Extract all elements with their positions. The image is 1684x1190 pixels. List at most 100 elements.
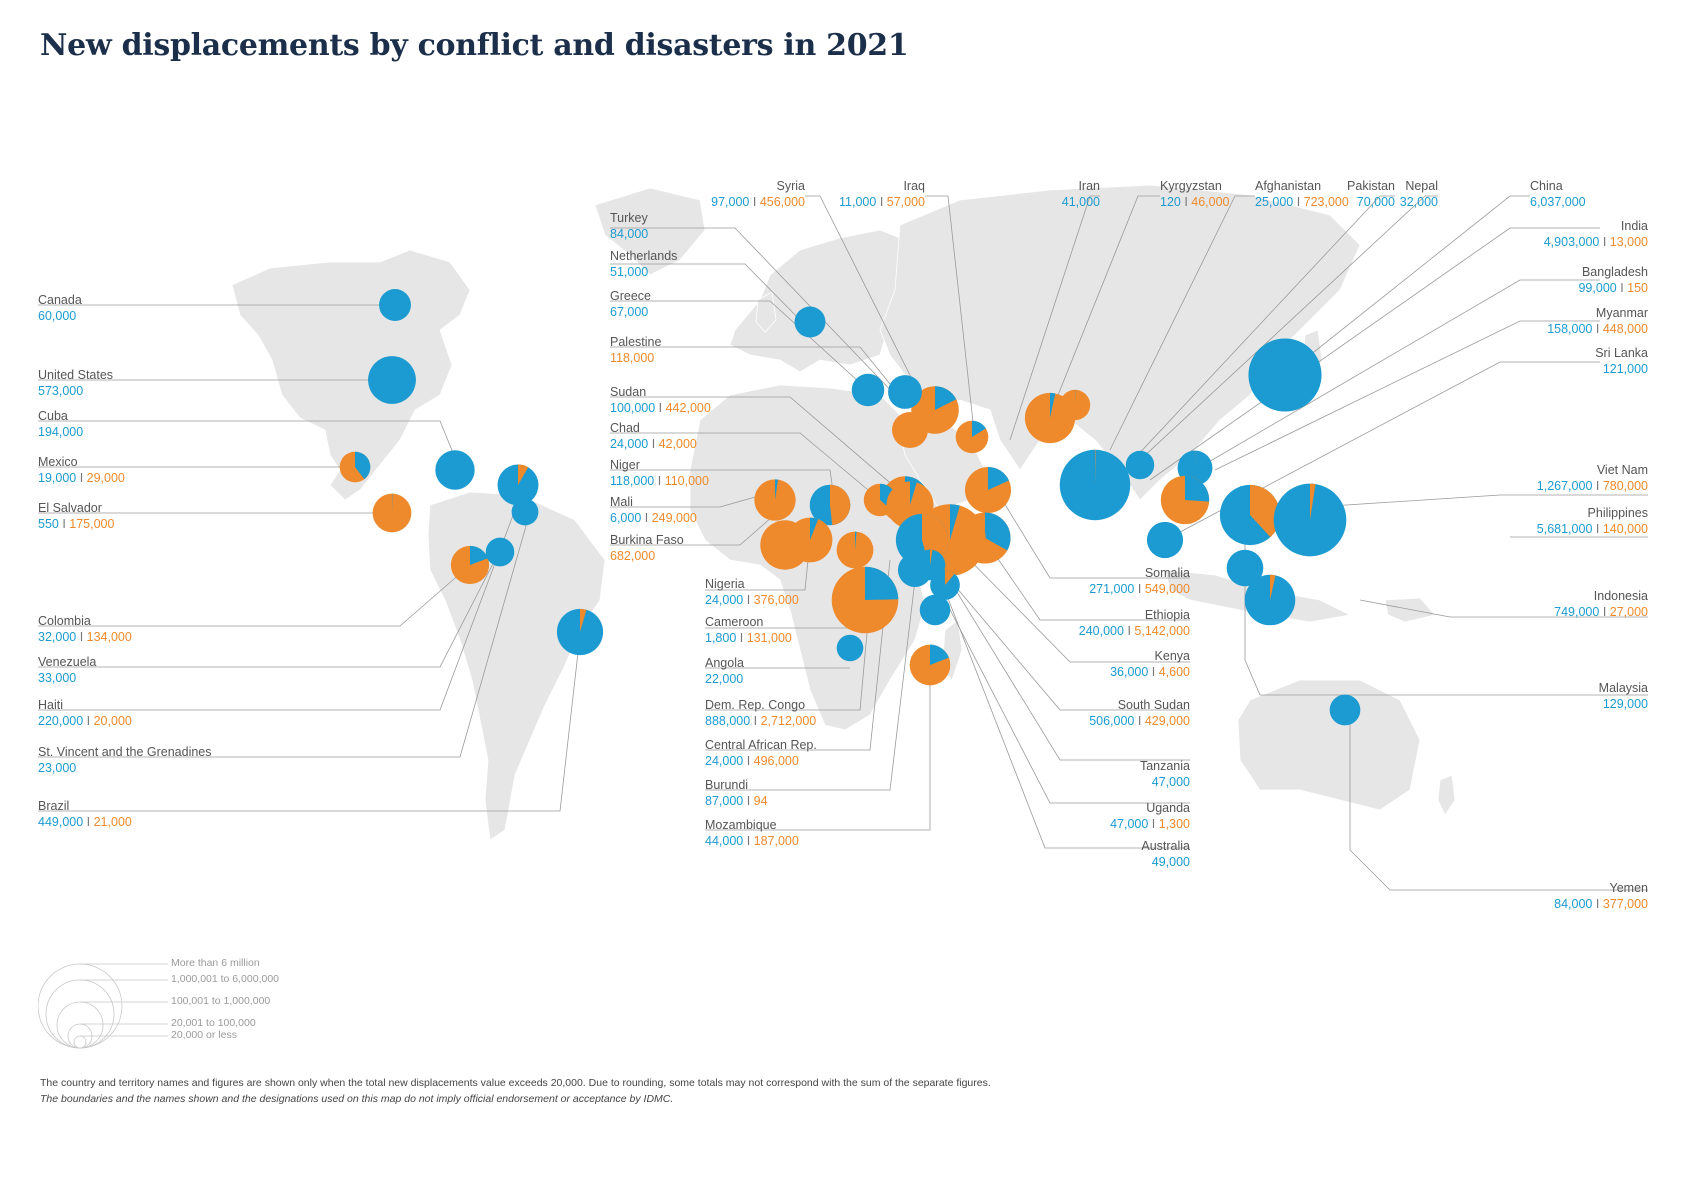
bubble-malaysia xyxy=(1226,549,1264,587)
bubble-myanmar xyxy=(1160,475,1210,525)
conflict-value: 41,000 xyxy=(1061,195,1100,209)
leader-south-sudan xyxy=(924,539,1190,761)
label-united-states: United States 573,000 xyxy=(38,367,113,399)
value-separator: I xyxy=(749,195,760,209)
displacement-values: 51,000 xyxy=(610,264,677,280)
displacement-values: 22,000 xyxy=(705,671,744,687)
leader-mozambique xyxy=(705,670,931,831)
australia-land xyxy=(1237,679,1421,811)
country-name: Haiti xyxy=(38,698,64,712)
bubble-slice xyxy=(1095,449,1096,485)
disaster-value: 46,000 xyxy=(1191,195,1230,209)
country-name: Tanzania xyxy=(1139,759,1190,773)
bubble-slice xyxy=(988,466,1009,490)
leader-drc xyxy=(705,599,871,711)
disaster-value: 20,000 xyxy=(93,714,132,728)
bubble-nepal xyxy=(1125,450,1155,480)
bubble-base xyxy=(1146,521,1184,559)
displacement-values: 44,000 I 187,000 xyxy=(705,833,799,849)
country-name: Malaysia xyxy=(1598,681,1648,695)
leader-iran xyxy=(1009,195,1100,441)
label-myanmar: Myanmar 158,000 I 448,000 xyxy=(1547,305,1648,337)
disaster-value: 150 xyxy=(1627,281,1648,295)
value-separator: I xyxy=(1599,605,1610,619)
label-nigeria: Nigeria 24,000 I 376,000 xyxy=(705,576,799,608)
displacement-values: 60,000 xyxy=(38,308,82,324)
value-separator: I xyxy=(736,631,747,645)
country-name: St. Vincent and the Grenadines xyxy=(38,745,212,759)
displacement-values: 11,000 I 57,000 xyxy=(839,194,925,210)
value-separator: I xyxy=(1592,522,1603,536)
displacement-values: 99,000 I 150 xyxy=(1578,280,1648,296)
conflict-value: 84,000 xyxy=(610,227,649,241)
leader-turkey xyxy=(610,227,901,401)
disaster-value: 29,000 xyxy=(86,471,125,485)
label-brazil: Brazil 449,000 I 21,000 xyxy=(38,798,132,830)
conflict-value: 220,000 xyxy=(38,714,84,728)
legend-label-over-6m: More than 6 million xyxy=(171,957,260,969)
conflict-value: 24,000 xyxy=(705,593,744,607)
displacement-values: 1,267,000 I 780,000 xyxy=(1537,478,1648,494)
label-angola: Angola 22,000 xyxy=(705,655,744,687)
conflict-value: 97,000 xyxy=(711,195,750,209)
conflict-value: 36,000 xyxy=(1110,665,1149,679)
disaster-value: 682,000 xyxy=(610,549,656,563)
disaster-value: 57,000 xyxy=(886,195,925,209)
country-name: Sri Lanka xyxy=(1595,346,1648,360)
displacement-values: 120 I 46,000 xyxy=(1160,194,1230,210)
country-name: Cameroon xyxy=(705,615,764,629)
leader-ethiopia xyxy=(949,539,1190,663)
legend-circle-100k-1m xyxy=(56,1001,104,1049)
africa-land xyxy=(689,384,961,731)
displacement-values: 24,000 I 376,000 xyxy=(705,592,799,608)
label-venezuela: Venezuela 33,000 xyxy=(38,654,96,686)
bubble-base xyxy=(511,498,539,526)
value-separator: I xyxy=(1148,665,1159,679)
label-canada: Canada 60,000 xyxy=(38,292,82,324)
displacement-values: 97,000 I 456,000 xyxy=(711,194,805,210)
displacement-values: 87,000 I 94 xyxy=(705,793,768,809)
country-name: Mali xyxy=(610,495,633,509)
leader-lines xyxy=(38,195,1648,891)
country-name: Syria xyxy=(776,179,805,193)
conflict-value: 240,000 xyxy=(1078,624,1124,638)
country-name: Kyrgyzstan xyxy=(1160,179,1222,193)
label-ethiopia: Ethiopia 240,000 I 5,142,000 xyxy=(1079,607,1190,639)
leader-australia xyxy=(1349,720,1648,891)
conflict-value: 120 xyxy=(1160,195,1181,209)
bubble-st-vincent-and-the-grenadines xyxy=(511,498,539,526)
conflict-value: 32,000 xyxy=(1399,195,1438,209)
value-separator: I xyxy=(1592,479,1603,493)
value-separator: I xyxy=(76,630,87,644)
conflict-value: 67,000 xyxy=(610,305,649,319)
country-name: India xyxy=(1620,219,1648,233)
disaster-value: 376,000 xyxy=(753,593,799,607)
disaster-value: 377,000 xyxy=(1602,897,1648,911)
disaster-value: 4,600 xyxy=(1158,665,1190,679)
displacement-values: 5,681,000 I 140,000 xyxy=(1537,521,1648,537)
bubble-base xyxy=(379,289,411,321)
country-name: Venezuela xyxy=(38,655,97,669)
leader-nepal xyxy=(1139,195,1438,461)
value-separator: I xyxy=(1148,817,1159,831)
bubble-base xyxy=(1125,450,1155,480)
label-palestine: Palestine 118,000 xyxy=(610,334,661,366)
displacement-values: 573,000 xyxy=(38,383,113,399)
displacement-values: 84,000 I 377,000 xyxy=(1554,896,1648,912)
leader-indonesia xyxy=(1359,599,1648,618)
conflict-value: 121,000 xyxy=(1602,362,1648,376)
displacement-values: 25,000 I 723,000 xyxy=(1255,194,1349,210)
displacement-values: 158,000 I 448,000 xyxy=(1547,321,1648,337)
label-philippines: Philippines 5,681,000 I 140,000 xyxy=(1537,505,1648,537)
displacement-values: 118,000 xyxy=(610,350,661,366)
disaster-value: 13,000 xyxy=(1609,235,1648,249)
leader-pakistan xyxy=(1104,195,1395,491)
bubble-base xyxy=(435,450,475,490)
value-separator: I xyxy=(743,754,754,768)
leader-chad xyxy=(610,432,881,501)
bubble-australia xyxy=(1329,694,1361,726)
displacement-values: 888,000 I 2,712,000 xyxy=(705,713,816,729)
country-name: China xyxy=(1530,179,1563,193)
disaster-value: 21,000 xyxy=(93,815,132,829)
label-dem-rep-congo: Dem. Rep. Congo 888,000 I 2,712,000 xyxy=(705,697,816,729)
